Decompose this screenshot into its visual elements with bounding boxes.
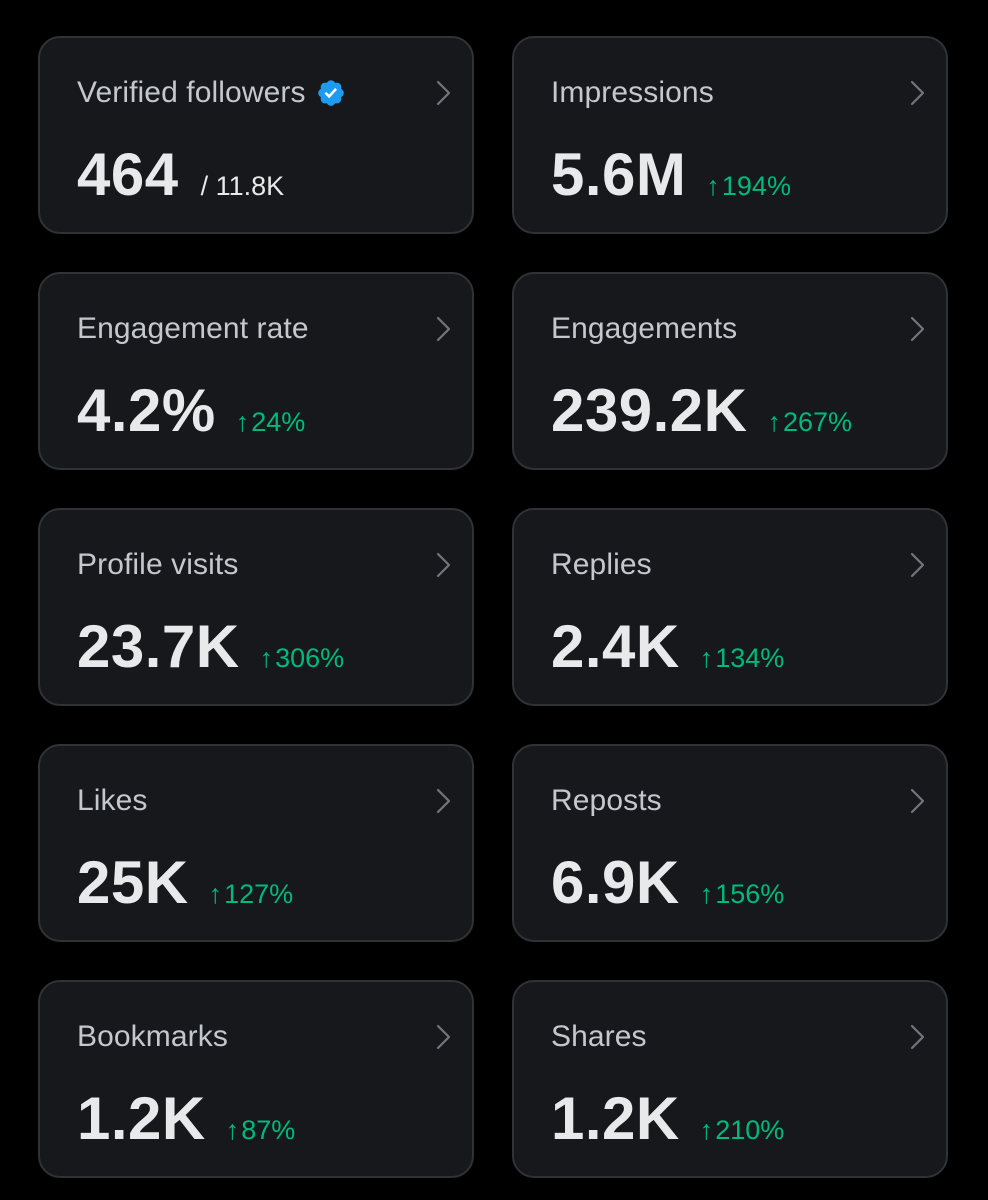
change-percent: 134% <box>715 643 785 673</box>
card-label: Impressions <box>551 76 714 109</box>
metric-change: ↑ 194% <box>706 171 791 202</box>
metric-value: 1.2K <box>551 1085 680 1152</box>
verified-badge-icon <box>317 80 344 106</box>
metric-value: 1.2K <box>77 1085 206 1152</box>
card-label: Profile visits <box>77 548 239 581</box>
value-row: 1.2K ↑ 210% <box>551 1084 784 1153</box>
arrow-up-icon: ↑ <box>699 879 714 909</box>
arrow-up-icon: ↑ <box>767 407 781 437</box>
chevron-right-icon <box>910 788 925 814</box>
arrow-up-icon: ↑ <box>225 1115 240 1145</box>
value-row: 464 / 11.8K <box>77 140 284 209</box>
arrow-up-icon: ↑ <box>706 171 720 201</box>
arrow-up-icon: ↑ <box>699 1115 714 1145</box>
card-label: Bookmarks <box>77 1020 228 1053</box>
metric-change: ↑ 210% <box>700 1115 785 1146</box>
metric-total: / 11.8K <box>200 171 285 201</box>
chevron-right-icon <box>910 80 925 106</box>
card-profile-visits[interactable]: Profile visits 23.7K ↑ 306% <box>38 508 474 706</box>
card-label: Shares <box>551 1020 647 1053</box>
metric-value: 464 <box>77 141 179 208</box>
value-row: 4.2% ↑ 24% <box>77 376 305 445</box>
card-label: Reposts <box>551 784 662 817</box>
metric-change: ↑ 267% <box>767 407 852 438</box>
card-reposts[interactable]: Reposts 6.9K ↑ 156% <box>512 744 948 942</box>
metric-value: 2.4K <box>551 613 680 680</box>
value-row: 1.2K ↑ 87% <box>77 1084 295 1153</box>
chevron-right-icon <box>436 788 451 814</box>
change-percent: 156% <box>715 879 785 909</box>
change-percent: 306% <box>275 643 345 673</box>
metric-change: ↑ 134% <box>700 643 785 674</box>
metric-value: 23.7K <box>77 613 240 680</box>
change-percent: 127% <box>224 879 294 909</box>
chevron-right-icon <box>910 552 925 578</box>
chevron-right-icon <box>436 552 451 578</box>
card-bookmarks[interactable]: Bookmarks 1.2K ↑ 87% <box>38 980 474 1178</box>
card-verified-followers[interactable]: Verified followers 464 / 11.8K <box>38 36 474 234</box>
value-row: 2.4K ↑ 134% <box>551 612 784 681</box>
arrow-up-icon: ↑ <box>259 643 274 673</box>
card-engagement-rate[interactable]: Engagement rate 4.2% ↑ 24% <box>38 272 474 470</box>
metric-value: 6.9K <box>551 849 680 916</box>
card-engagements[interactable]: Engagements 239.2K ↑ 267% <box>512 272 948 470</box>
chevron-right-icon <box>910 316 925 342</box>
metric-change: ↑ 127% <box>209 879 294 910</box>
card-label: Verified followers <box>77 76 306 109</box>
arrow-up-icon: ↑ <box>235 407 250 437</box>
value-row: 5.6M ↑ 194% <box>551 140 791 209</box>
chevron-right-icon <box>436 1024 451 1050</box>
card-label-row: Verified followers <box>77 76 346 110</box>
chevron-right-icon <box>436 80 451 106</box>
metric-change: ↑ 87% <box>226 1115 296 1146</box>
value-row: 25K ↑ 127% <box>77 848 293 917</box>
metric-value: 25K <box>77 849 189 916</box>
change-percent: 267% <box>782 407 853 437</box>
chevron-right-icon <box>910 1024 925 1050</box>
card-label: Engagement rate <box>77 312 309 345</box>
metric-value: 5.6M <box>551 141 687 208</box>
card-label: Replies <box>551 548 652 581</box>
change-percent: 210% <box>715 1115 785 1145</box>
card-shares[interactable]: Shares 1.2K ↑ 210% <box>512 980 948 1178</box>
card-label: Likes <box>77 784 148 817</box>
arrow-up-icon: ↑ <box>208 879 223 909</box>
card-likes[interactable]: Likes 25K ↑ 127% <box>38 744 474 942</box>
value-row: 239.2K ↑ 267% <box>551 376 852 445</box>
metric-change: ↑ 306% <box>260 643 345 674</box>
card-replies[interactable]: Replies 2.4K ↑ 134% <box>512 508 948 706</box>
metric-change: ↑ 24% <box>236 407 306 438</box>
chevron-right-icon <box>436 316 451 342</box>
metric-value: 4.2% <box>77 377 216 444</box>
change-percent: 24% <box>251 407 306 437</box>
card-label: Engagements <box>551 312 738 345</box>
metric-change: ↑ 156% <box>700 879 785 910</box>
value-row: 6.9K ↑ 156% <box>551 848 784 917</box>
metric-value: 239.2K <box>551 377 748 444</box>
change-percent: 87% <box>241 1115 296 1145</box>
change-percent: 194% <box>721 171 791 201</box>
arrow-up-icon: ↑ <box>699 643 714 673</box>
card-impressions[interactable]: Impressions 5.6M ↑ 194% <box>512 36 948 234</box>
value-row: 23.7K ↑ 306% <box>77 612 344 681</box>
